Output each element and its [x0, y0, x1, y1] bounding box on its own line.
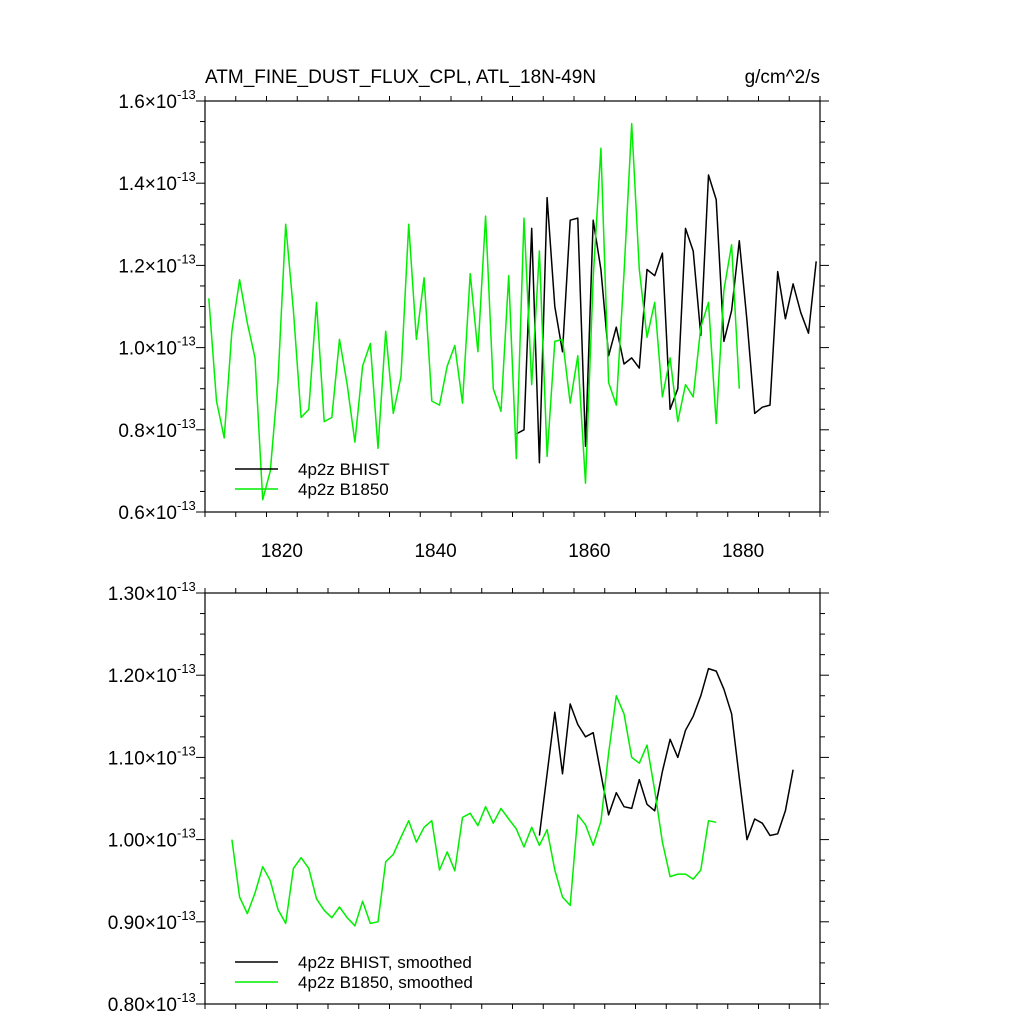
series-line-0	[538, 667, 794, 841]
top-y-tick-labels: 0.6×10 -130.8×10 -131.0×10 -131.2×10 -131.4×…	[118, 87, 195, 524]
y-tick-exponent: -13	[177, 743, 196, 758]
series-line-0	[515, 174, 817, 464]
top-plot-frame	[204, 100, 821, 513]
x-tick-label: 1880	[722, 541, 764, 562]
bottom-series-lines	[231, 667, 794, 927]
top-minor-ticks	[200, 96, 825, 517]
top-major-ticks	[196, 100, 829, 513]
y-tick-exponent: -13	[177, 251, 196, 266]
legend-label-bhist-smoothed: 4p2z BHIST, smoothed	[298, 953, 472, 972]
y-tick-label: 1.10×10	[108, 748, 177, 769]
bottom-y-tick-labels: 0.80×10 -130.90×10 -131.00×10 -131.10×10 -13…	[108, 579, 196, 1016]
y-tick-label: 1.30×10	[108, 584, 177, 605]
legend-label-b1850-smoothed: 4p2z B1850, smoothed	[298, 973, 473, 992]
series-line-1	[208, 122, 741, 501]
y-tick-exponent: -13	[177, 990, 196, 1005]
bottom-panel: 0.80×10 -130.90×10 -131.00×10 -131.10×10 -13…	[108, 579, 829, 1016]
y-tick-exponent: -13	[177, 908, 196, 923]
bottom-minor-ticks	[200, 588, 825, 1009]
x-tick-label: 1860	[568, 541, 610, 562]
y-tick-label: 0.90×10	[108, 913, 177, 934]
y-tick-label: 1.20×10	[108, 666, 177, 687]
y-tick-exponent: -13	[177, 579, 196, 594]
y-tick-exponent: -13	[177, 416, 196, 431]
bottom-legend: 4p2z BHIST, smoothed 4p2z B1850, smoothe…	[235, 953, 473, 992]
top-panel: ATM_FINE_DUST_FLUX_CPL, ATL_18N-49N g/cm…	[118, 67, 829, 562]
x-tick-label: 1820	[261, 541, 303, 562]
legend-label-b1850: 4p2z B1850	[298, 480, 389, 499]
chart-title: ATM_FINE_DUST_FLUX_CPL, ATL_18N-49N	[205, 67, 596, 88]
top-series-lines	[208, 122, 817, 501]
y-tick-label: 1.4×10	[118, 174, 177, 195]
y-tick-label: 0.6×10	[118, 503, 177, 524]
units-label: g/cm^2/s	[745, 67, 820, 88]
legend-label-bhist: 4p2z BHIST	[298, 460, 390, 479]
bottom-plot-frame	[204, 592, 821, 1005]
top-legend: 4p2z BHIST 4p2z B1850	[235, 460, 390, 499]
y-tick-exponent: -13	[177, 334, 196, 349]
y-tick-exponent: -13	[177, 87, 196, 102]
y-tick-exponent: -13	[177, 498, 196, 513]
y-tick-label: 0.8×10	[118, 421, 177, 442]
bottom-major-ticks	[196, 592, 829, 1005]
y-tick-label: 1.0×10	[118, 339, 177, 360]
y-tick-label: 1.00×10	[108, 831, 177, 852]
top-x-tick-labels: 1820 1840 1860 1880	[261, 541, 765, 562]
x-tick-label: 1840	[414, 541, 456, 562]
y-tick-exponent: -13	[177, 826, 196, 841]
y-tick-label: 0.80×10	[108, 995, 177, 1016]
series-line-1	[231, 695, 717, 927]
y-tick-exponent: -13	[177, 169, 196, 184]
y-tick-label: 1.6×10	[118, 92, 177, 113]
y-tick-label: 1.2×10	[118, 256, 177, 277]
y-tick-exponent: -13	[177, 661, 196, 676]
